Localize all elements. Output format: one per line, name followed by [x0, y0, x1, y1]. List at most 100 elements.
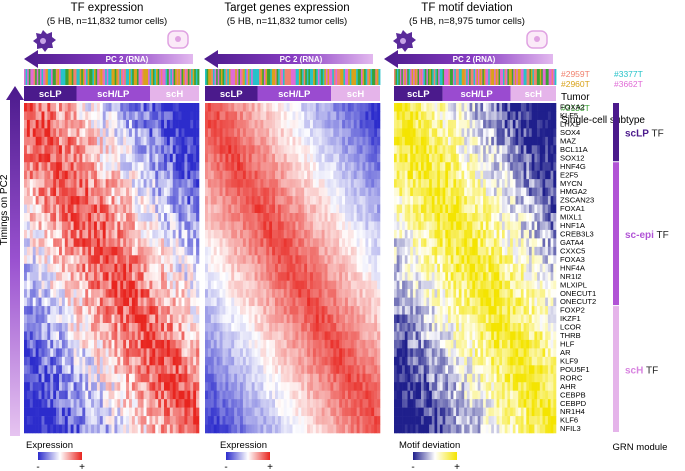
tumor-cell-mark [480, 69, 483, 85]
tumor-cell-mark [276, 69, 279, 85]
tumor-cell-mark [46, 69, 49, 85]
tumor-cell-mark [78, 69, 81, 85]
tumor-cell-mark [144, 69, 147, 85]
tumor-cell-mark [268, 69, 271, 85]
heatmap-panel-1 [24, 103, 200, 434]
tumor-cell-mark [319, 69, 322, 85]
gene-label: HMGA2 [560, 187, 587, 196]
gene-label: ONECUT1 [560, 289, 596, 298]
tumor-cell-mark [284, 69, 287, 85]
tumor-cell-mark [327, 69, 330, 85]
tumor-cell-mark [310, 69, 312, 85]
tumor-cell-mark [247, 69, 250, 85]
tumor-cell-mark [252, 69, 255, 85]
tumor-cell-mark [346, 69, 349, 85]
tumor-cell-mark [49, 69, 52, 85]
tumor-cell-mark [167, 69, 170, 85]
tumor-cell-mark [466, 69, 469, 85]
tumor-cell-mark [246, 69, 249, 85]
tumor-cell-mark [452, 69, 455, 85]
tumor-cell-mark [365, 69, 368, 85]
tumor-cell-mark [82, 69, 85, 85]
tumor-legend-2960T: #2960T [561, 79, 590, 89]
tumor-cell-mark [439, 69, 442, 85]
tumor-cell-mark [76, 69, 79, 85]
gene-label: ZSCAN23 [560, 196, 594, 205]
tumor-cell-mark [175, 69, 178, 85]
tumor-cell-mark [238, 69, 241, 85]
subtype-track-label: Single-cell subtype [561, 115, 645, 126]
gene-label: CEBPB [560, 390, 586, 399]
tumor-cell-mark [117, 69, 120, 85]
tumor-cell-mark [517, 69, 520, 85]
tumor-cell-mark [343, 69, 346, 85]
tumor-cell-mark [124, 69, 127, 85]
tumor-cell-mark [60, 69, 63, 85]
gene-label: E2F5 [560, 170, 578, 179]
tumor-cell-mark [279, 69, 282, 85]
gene-label: AR [560, 348, 571, 357]
tumor-cell-mark [550, 69, 552, 85]
gene-label: LHX1 [560, 120, 579, 129]
tumor-cell-mark [321, 69, 324, 85]
tumor-cell-mark [154, 69, 157, 85]
tumor-cell-mark [129, 69, 131, 85]
tumor-cell-mark [230, 69, 233, 85]
gene-label: THRB [560, 331, 581, 340]
tumor-cell-mark [143, 69, 146, 85]
subtype-segment-sch: scH [150, 86, 199, 101]
tumor-cell-mark [30, 69, 33, 85]
tumor-cell-mark [271, 69, 274, 85]
tumor-cell-mark [141, 69, 144, 85]
tumor-cell-mark [192, 69, 195, 85]
tumor-cell-mark [300, 69, 303, 85]
tumor-cell-mark [101, 69, 104, 85]
tumor-cell-mark [138, 69, 141, 85]
tumor-cell-mark [553, 69, 555, 85]
tumor-cell-mark [354, 69, 357, 85]
tumor-cell-mark [28, 69, 31, 85]
tumor-legend-3662T: #3662T [614, 79, 643, 89]
tumor-cell-mark [105, 69, 108, 85]
heatmaps [24, 103, 557, 434]
tumor-cell-mark [74, 69, 77, 85]
gene-label: FOXA2 [560, 103, 585, 112]
grn-module-sclp: scLP TF [613, 103, 664, 162]
tumor-cell-mark [160, 69, 163, 85]
subtype-segment-sclp: scLP [205, 86, 258, 101]
tumor-cell-mark [206, 69, 209, 85]
tumor-cell-mark [62, 69, 65, 85]
tumor-cell-mark [367, 69, 370, 85]
tumor-cell-mark [222, 69, 225, 85]
tumor-cell-mark [205, 69, 207, 85]
tumor-cell-mark [357, 69, 360, 85]
tumor-cell-mark [529, 69, 532, 85]
tumor-cell-mark [127, 69, 130, 85]
tumor-cell-mark [170, 69, 173, 85]
grn-module-title-line: GRN module [613, 442, 668, 453]
tumor-cell-mark [111, 69, 114, 85]
tumor-cell-mark [373, 69, 376, 85]
tumor-cell-mark [235, 69, 238, 85]
tumor-cell-mark [282, 69, 285, 85]
tumor-cell-mark [483, 69, 486, 85]
tumor-cell-mark [240, 69, 242, 85]
tumor-cell-mark [220, 69, 223, 85]
tumor-cell-mark [436, 69, 439, 85]
tumor-cell-mark [539, 69, 542, 85]
timings-arrow: Timings on PC2 [0, 86, 24, 436]
tumor-cell-mark [186, 69, 189, 85]
tumor-cell-mark [470, 69, 473, 85]
gene-label: KLF6 [560, 416, 578, 425]
tumor-cell-mark [544, 69, 547, 85]
gene-label: BCL11A [560, 145, 589, 154]
tumor-cell-mark [536, 69, 539, 85]
tumor-cell-mark [159, 69, 162, 85]
tumor-cell-mark [228, 69, 231, 85]
tumor-cell-mark [70, 69, 73, 85]
tumor-cell-mark [541, 69, 544, 85]
tumor-cell-mark [394, 69, 396, 85]
tumor-cell-mark [251, 69, 254, 85]
hepatocyte-cell-icon [526, 30, 548, 49]
